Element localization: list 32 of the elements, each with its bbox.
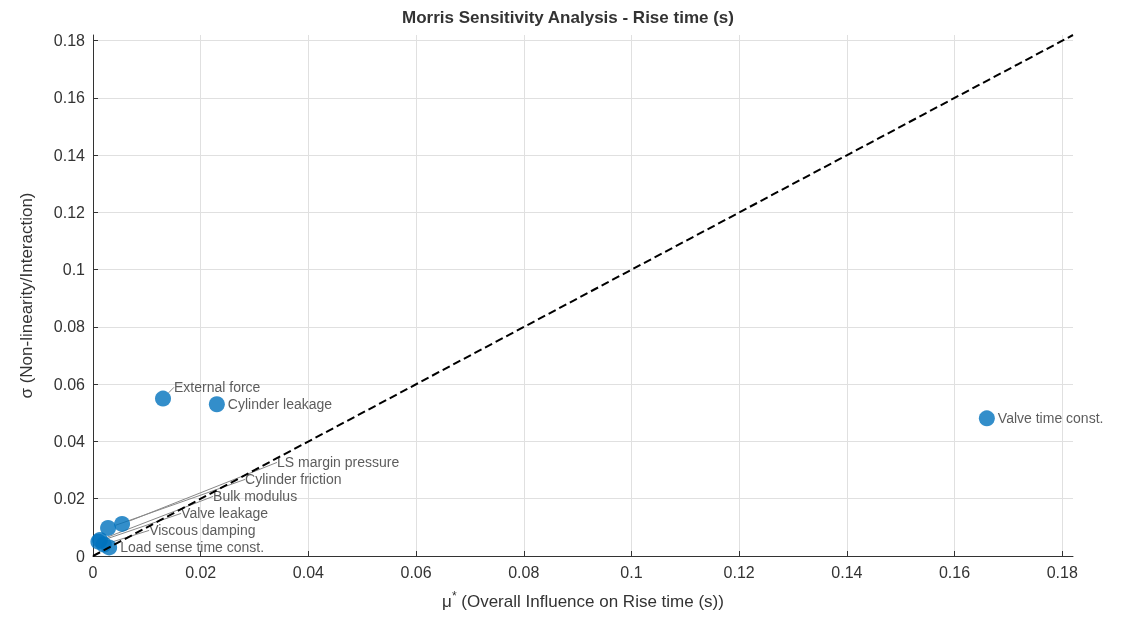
y-tick-label: 0.06	[53, 375, 86, 393]
y-tick-label: 0.14	[53, 146, 86, 164]
x-tick-label: 0.06	[400, 563, 432, 581]
y-tick-label: 0.1	[62, 261, 86, 279]
y-tick-label: 0.18	[53, 32, 86, 50]
x-tick-label: 0.12	[723, 563, 755, 581]
annotation: Cylinder friction	[245, 471, 342, 488]
chart-title: Morris Sensitivity Analysis - Rise time (s)	[402, 8, 734, 27]
x-tick-label: 0.16	[938, 563, 971, 581]
x-tick-label: 0.14	[831, 563, 863, 581]
x-tick-label: 0.18	[1046, 563, 1078, 581]
y-axis-title: σ (Non-linearity/Interaction)	[17, 192, 36, 399]
y-tick-label: 0.04	[53, 432, 86, 450]
annotation: Cylinder leakage	[227, 396, 333, 413]
annotation: Load sense time const.	[120, 539, 265, 556]
y-tick-label: 0.02	[53, 490, 86, 508]
x-tick-label: 0.02	[185, 563, 217, 581]
x-tick-label: 0.1	[620, 563, 643, 581]
x-axis-title: μ* (Overall Influence on Rise time (s))	[442, 589, 724, 611]
annotation: Bulk modulus	[213, 488, 298, 505]
annotation: LS margin pressure	[277, 454, 400, 471]
annotation: Valve time const.	[997, 410, 1104, 427]
x-tick-label: 0.04	[292, 563, 325, 581]
annotation: Valve leakage	[181, 505, 269, 522]
y-tick-label: 0.16	[53, 89, 86, 107]
y-tick-label: 0	[76, 547, 86, 565]
annotation: Viscous damping	[149, 522, 256, 539]
annotation: External force	[174, 379, 261, 396]
x-tick-label: 0	[88, 563, 98, 581]
y-tick-label: 0.08	[53, 318, 86, 336]
y-tick-label: 0.12	[53, 203, 86, 221]
x-tick-label: 0.08	[508, 563, 540, 581]
